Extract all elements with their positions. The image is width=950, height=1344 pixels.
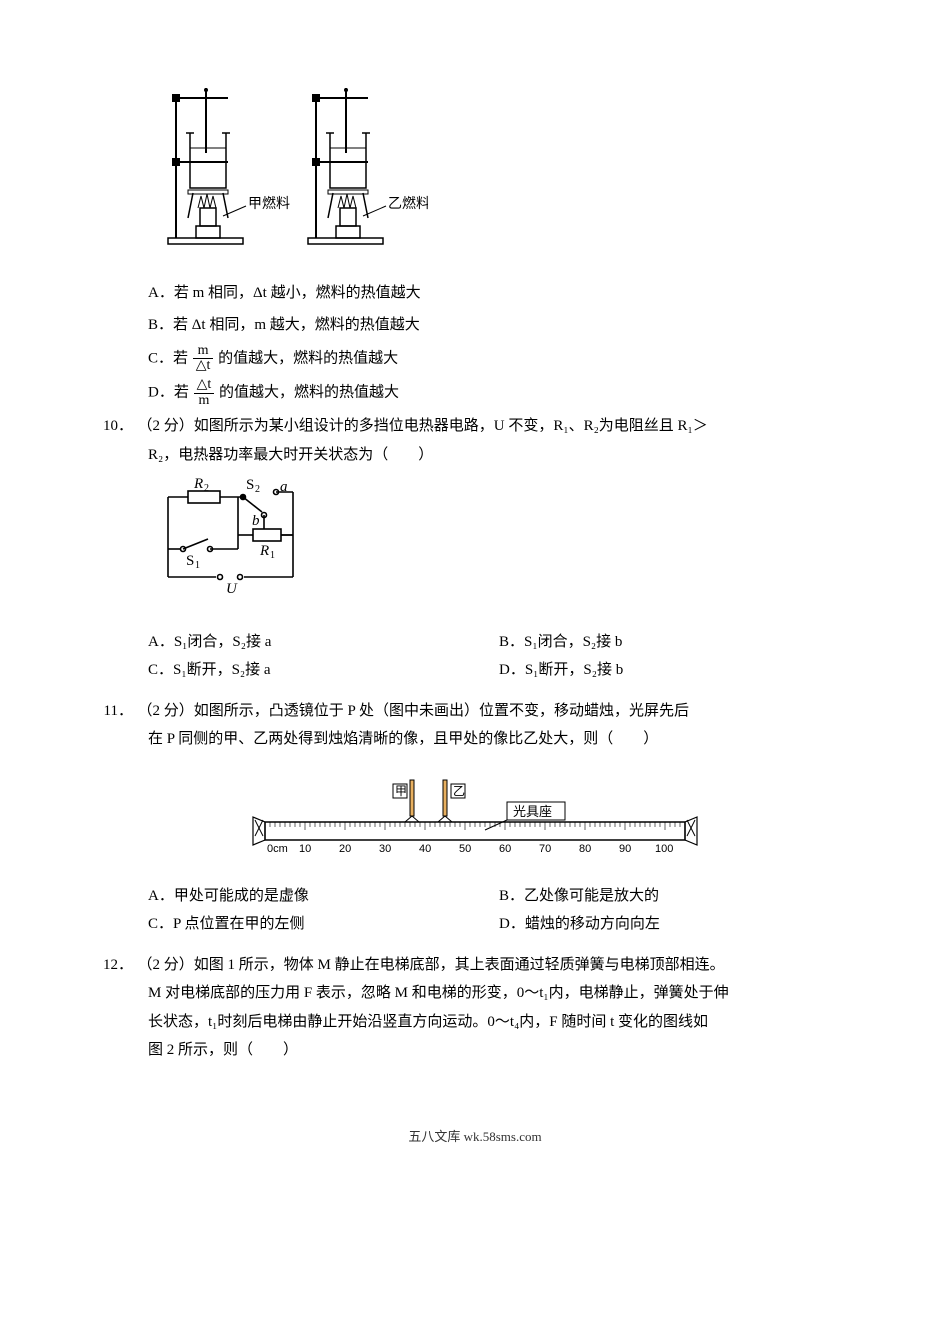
svg-text:2: 2 <box>255 484 260 495</box>
q11-line1: （2 分）如图所示，凸透镜位于 P 处（图中未画出）位置不变，移动蜡烛，光屏先后 <box>138 703 690 719</box>
question-12: 12． （2 分）如图 1 所示，物体 M 静止在电梯底部，其上表面通过轻质弹簧与… <box>100 951 850 1065</box>
q9-c-prefix: C．若 <box>148 350 188 366</box>
q11-figure: 0cm 10 20 30 40 50 60 70 80 90 100 甲 <box>100 762 850 872</box>
svg-text:甲: 甲 <box>395 784 407 798</box>
label-yi-fuel: 乙燃料 <box>388 195 428 212</box>
q10-option-c: C．S₁断开，S₂接 a <box>148 656 499 685</box>
q10-option-a: A．S₁闭合，S₂接 a <box>148 628 499 657</box>
frac-den: △t <box>193 359 214 374</box>
q12-line2: M 对电梯底部的压力用 F 表示，忽略 M 和电梯的形变，0～t₁内，电梯静止，… <box>148 979 850 1008</box>
q11-options: A．甲处可能成的是虚像 B．乙处像可能是放大的 C．P 点位置在甲的左侧 D．蜡… <box>100 882 850 939</box>
label-a: a <box>280 479 288 495</box>
q11-option-a: A．甲处可能成的是虚像 <box>148 882 499 911</box>
svg-text:80: 80 <box>579 843 591 855</box>
q9-d-suffix: 的值越大，燃料的热值越大 <box>219 385 399 401</box>
q9-d-fraction: △t m <box>194 378 215 408</box>
q10-line2: R₂，电热器功率最大时开关状态为（ ） <box>148 447 433 463</box>
q10-figure: R2 S2 a b S1 R1 U <box>100 477 850 618</box>
circuit-diagram: R2 S2 a b S1 R1 U <box>148 477 318 607</box>
question-10: 10． （2 分）如图所示为某小组设计的多挡位电热器电路，U 不变，R₁、R₂为电… <box>100 412 850 685</box>
optical-bench-diagram: 0cm 10 20 30 40 50 60 70 80 90 100 甲 <box>245 762 705 872</box>
q10-option-b: B．S₁闭合，S₂接 b <box>499 628 850 657</box>
label-u: U <box>226 581 238 597</box>
q9-option-a: A．若 m 相同，Δt 越小，燃料的热值越大 <box>148 279 850 308</box>
burner-diagram: 甲燃料 乙燃料 <box>148 88 428 258</box>
frac-den: m <box>194 394 215 409</box>
svg-text:100: 100 <box>655 843 673 855</box>
q12-number: 12． <box>100 951 133 980</box>
q9-d-prefix: D．若 <box>148 385 189 401</box>
label-r1: R <box>259 543 269 559</box>
svg-text:90: 90 <box>619 843 631 855</box>
frac-num: m <box>193 344 214 360</box>
label-r2: R <box>193 477 203 492</box>
q12-stem: 12． （2 分）如图 1 所示，物体 M 静止在电梯底部，其上表面通过轻质弹簧与… <box>100 951 850 980</box>
q10-option-d: D．S₁断开，S₂接 b <box>499 656 850 685</box>
page-footer: 五八文库 wk.58sms.com <box>100 1125 850 1150</box>
q11-line2: 在 P 同侧的甲、乙两处得到烛焰清晰的像，且甲处的像比乙处大，则（ ） <box>148 731 658 747</box>
label-b: b <box>252 513 260 529</box>
q12-line4: 图 2 所示，则（ ） <box>148 1036 850 1065</box>
q11-option-d: D．蜡烛的移动方向向左 <box>499 910 850 939</box>
q9-c-fraction: m △t <box>193 344 214 374</box>
svg-text:20: 20 <box>339 843 351 855</box>
q10-options: A．S₁闭合，S₂接 a B．S₁闭合，S₂接 b C．S₁断开，S₂接 a D… <box>100 628 850 685</box>
svg-text:70: 70 <box>539 843 551 855</box>
q9-options: A．若 m 相同，Δt 越小，燃料的热值越大 B．若 Δt 相同，m 越大，燃料… <box>100 279 850 409</box>
q10-number: 10． <box>100 412 133 441</box>
q10-stem: 10． （2 分）如图所示为某小组设计的多挡位电热器电路，U 不变，R₁、R₂为电… <box>100 412 850 441</box>
svg-text:乙: 乙 <box>453 784 465 798</box>
svg-text:40: 40 <box>419 843 431 855</box>
q9-option-d: D．若 △t m 的值越大，燃料的热值越大 <box>148 378 850 408</box>
svg-text:50: 50 <box>459 843 471 855</box>
q12-line1: （2 分）如图 1 所示，物体 M 静止在电梯底部，其上表面通过轻质弹簧与电梯顶… <box>138 957 725 973</box>
svg-text:2: 2 <box>204 483 209 494</box>
svg-text:1: 1 <box>270 550 275 561</box>
q9-option-b: B．若 Δt 相同，m 越大，燃料的热值越大 <box>148 311 850 340</box>
q9-figure: 甲燃料 乙燃料 <box>100 88 850 269</box>
q11-stem-cont: 在 P 同侧的甲、乙两处得到烛焰清晰的像，且甲处的像比乙处大，则（ ） <box>100 725 850 754</box>
label-s1: S <box>186 553 194 569</box>
svg-text:10: 10 <box>299 843 311 855</box>
label-s2: S <box>246 477 254 493</box>
q11-stem: 11． （2 分）如图所示，凸透镜位于 P 处（图中未画出）位置不变，移动蜡烛，光… <box>100 697 850 726</box>
label-jia-fuel: 甲燃料 <box>248 195 290 212</box>
q11-number: 11． <box>100 697 133 726</box>
question-11: 11． （2 分）如图所示，凸透镜位于 P 处（图中未画出）位置不变，移动蜡烛，光… <box>100 697 850 939</box>
svg-text:1: 1 <box>195 560 200 571</box>
q12-line3: 长状态，t₁时刻后电梯由静止开始沿竖直方向运动。0～t₄内，F 随时间 t 变化… <box>148 1008 850 1037</box>
q10-line1: （2 分）如图所示为某小组设计的多挡位电热器电路，U 不变，R₁、R₂为电阻丝且… <box>138 418 708 434</box>
svg-text:0cm: 0cm <box>267 843 288 855</box>
frac-num: △t <box>194 378 215 394</box>
q11-option-b: B．乙处像可能是放大的 <box>499 882 850 911</box>
svg-text:60: 60 <box>499 843 511 855</box>
q9-option-c: C．若 m △t 的值越大，燃料的热值越大 <box>148 344 850 374</box>
q9-c-suffix: 的值越大，燃料的热值越大 <box>218 350 398 366</box>
q11-option-c: C．P 点位置在甲的左侧 <box>148 910 499 939</box>
q10-stem-cont: R₂，电热器功率最大时开关状态为（ ） <box>100 441 850 470</box>
q12-stem-cont: M 对电梯底部的压力用 F 表示，忽略 M 和电梯的形变，0～t₁内，电梯静止，… <box>100 979 850 1065</box>
svg-text:光具座: 光具座 <box>513 804 552 819</box>
svg-text:30: 30 <box>379 843 391 855</box>
